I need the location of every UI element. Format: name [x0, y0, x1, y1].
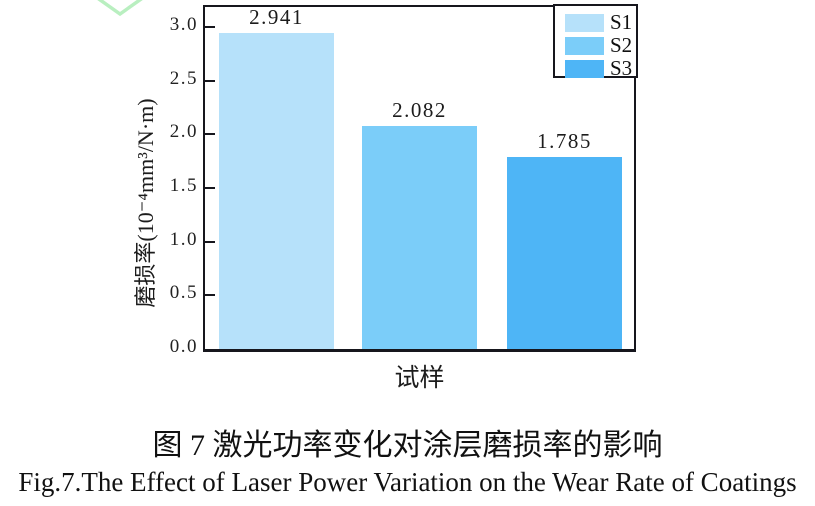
legend-label-S1: S1 — [610, 10, 633, 34]
legend-entry-S3: S3 — [555, 57, 636, 80]
bar-value-label-S1: 2.941 — [249, 5, 304, 29]
plot-inner: 2.941 2.082 1.785 — [205, 5, 634, 349]
legend-entry-S2: S2 — [555, 34, 636, 57]
y-tick-label: 0.5 — [169, 282, 198, 304]
y-tick-mark — [205, 294, 215, 297]
legend-label-S3: S3 — [610, 56, 633, 80]
y-tick-label: 1.0 — [169, 228, 198, 250]
y-tick-mark — [205, 240, 215, 243]
legend-swatch-S1 — [565, 13, 604, 32]
green-chevron-watermark-icon — [97, 0, 143, 17]
x-axis-title: 试样 — [394, 365, 445, 392]
y-tick-label: 2.5 — [169, 67, 198, 89]
y-tick-label: 2.0 — [169, 121, 198, 143]
legend-entry-S1: S1 — [555, 11, 636, 34]
y-tick-label: 1.5 — [169, 175, 198, 196]
legend-swatch-S3 — [565, 59, 604, 78]
bar-S1 — [219, 33, 334, 349]
legend-label-S2: S2 — [610, 33, 633, 57]
legend-box: S1 S2 S3 — [553, 4, 638, 80]
bar-S3 — [507, 157, 622, 349]
y-tick-mark — [205, 133, 215, 136]
bar-S2 — [362, 126, 477, 349]
bar-value-label-S3: 1.785 — [537, 129, 592, 153]
figure-caption-english: Fig.7.The Effect of Laser Power Variatio… — [18, 467, 797, 497]
y-tick-mark — [205, 187, 215, 189]
figure-caption-chinese: 图 7 激光功率变化对涂层磨损率的影响 — [152, 429, 663, 462]
y-tick-mark — [205, 79, 215, 82]
y-tick-mark — [205, 26, 215, 28]
bar-value-label-S2: 2.082 — [392, 98, 447, 122]
legend-swatch-S2 — [565, 36, 604, 55]
y-tick-label: 3.0 — [169, 14, 198, 35]
y-tick-label: 0.0 — [169, 336, 198, 357]
